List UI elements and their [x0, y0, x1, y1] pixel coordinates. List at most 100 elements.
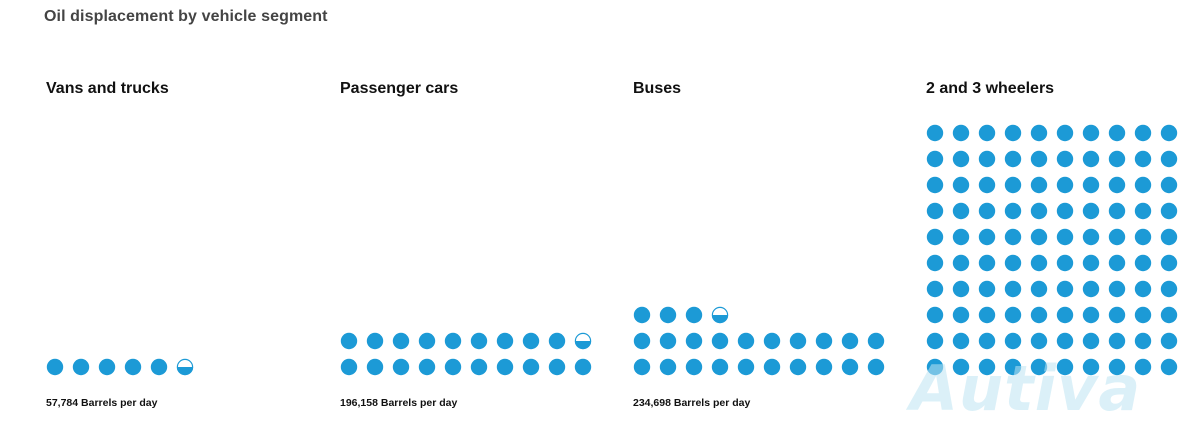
- dot: [926, 228, 944, 246]
- dot: [98, 358, 116, 376]
- dot: [1134, 176, 1152, 194]
- dot: [926, 202, 944, 220]
- segment-value-caption: 196,158 Barrels per day: [340, 397, 458, 409]
- dot: [1082, 358, 1100, 376]
- dot: [978, 150, 996, 168]
- dot: [978, 202, 996, 220]
- dot: [1108, 254, 1126, 272]
- dot: [1030, 202, 1048, 220]
- dot: [952, 150, 970, 168]
- dot: [1056, 254, 1074, 272]
- dot: [1004, 332, 1022, 350]
- dot: [1082, 254, 1100, 272]
- dot: [926, 176, 944, 194]
- segment-title: Buses: [633, 80, 682, 97]
- dot: [711, 332, 729, 350]
- dot: [1030, 280, 1048, 298]
- dot: [1030, 124, 1048, 142]
- partial-dot: [574, 332, 592, 350]
- segment-title: Passenger cars: [340, 80, 459, 97]
- segment-title: 2 and 3 wheelers: [926, 80, 1055, 97]
- dot: [867, 332, 885, 350]
- dot: [340, 332, 358, 350]
- segment-title: Vans and trucks: [46, 80, 169, 97]
- dot: [1134, 358, 1152, 376]
- dot: [1030, 228, 1048, 246]
- dot: [815, 358, 833, 376]
- dot: [1004, 358, 1022, 376]
- dot: [978, 306, 996, 324]
- dot: [978, 332, 996, 350]
- dot: [1056, 176, 1074, 194]
- dot: [1030, 358, 1048, 376]
- dot: [926, 150, 944, 168]
- dot: [1030, 254, 1048, 272]
- dot: [1134, 228, 1152, 246]
- dot: [1108, 280, 1126, 298]
- dot: [150, 358, 168, 376]
- dot: [548, 358, 566, 376]
- dot: [1160, 306, 1178, 324]
- dot: [1160, 332, 1178, 350]
- dot: [124, 358, 142, 376]
- dot: [685, 332, 703, 350]
- dot: [1160, 176, 1178, 194]
- dot: [952, 176, 970, 194]
- dot: [1108, 124, 1126, 142]
- dot: [522, 332, 540, 350]
- dot: [548, 332, 566, 350]
- dot: [1108, 228, 1126, 246]
- dot: [789, 358, 807, 376]
- dot: [1108, 332, 1126, 350]
- dot: [978, 254, 996, 272]
- dot: [1108, 150, 1126, 168]
- dot-grid: [633, 306, 885, 376]
- dot: [1030, 150, 1048, 168]
- dot: [633, 358, 651, 376]
- dot: [633, 306, 651, 324]
- dot: [1082, 176, 1100, 194]
- dot: [1056, 280, 1074, 298]
- dot: [926, 358, 944, 376]
- dot: [1056, 358, 1074, 376]
- dot: [789, 332, 807, 350]
- dot: [952, 254, 970, 272]
- dot: [1082, 280, 1100, 298]
- dot: [1082, 332, 1100, 350]
- dot: [1004, 228, 1022, 246]
- dot: [1004, 306, 1022, 324]
- dot: [392, 358, 410, 376]
- dot: [470, 358, 488, 376]
- dot: [46, 358, 64, 376]
- dot: [685, 306, 703, 324]
- dot: [496, 358, 514, 376]
- dot: [418, 358, 436, 376]
- dot: [1134, 280, 1152, 298]
- segment-value-caption: 57,784 Barrels per day: [46, 397, 158, 409]
- dot: [1160, 150, 1178, 168]
- dot: [685, 358, 703, 376]
- dot: [1082, 150, 1100, 168]
- dot: [1108, 358, 1126, 376]
- dot: [1056, 306, 1074, 324]
- dot: [1160, 254, 1178, 272]
- dot: [1108, 176, 1126, 194]
- dot: [952, 228, 970, 246]
- dot: [659, 306, 677, 324]
- dot: [1160, 124, 1178, 142]
- dot: [1056, 332, 1074, 350]
- dot: [1160, 202, 1178, 220]
- dot: [1056, 202, 1074, 220]
- dot: [926, 280, 944, 298]
- dot: [522, 358, 540, 376]
- dot: [1134, 150, 1152, 168]
- dot: [1030, 176, 1048, 194]
- dot: [926, 306, 944, 324]
- segment-2-and-3-wheelers: 2 and 3 wheelers: [926, 0, 1196, 437]
- dot: [1108, 306, 1126, 324]
- dot: [763, 358, 781, 376]
- dot: [366, 358, 384, 376]
- dot: [815, 332, 833, 350]
- dot: [633, 332, 651, 350]
- dot: [1004, 176, 1022, 194]
